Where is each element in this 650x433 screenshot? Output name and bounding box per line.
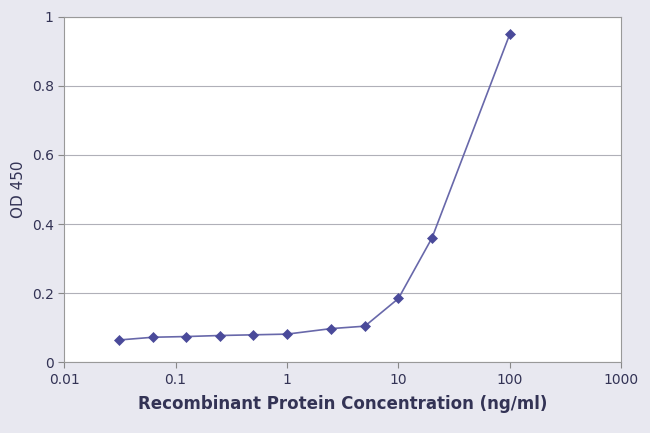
Y-axis label: OD 450: OD 450 — [11, 161, 26, 218]
X-axis label: Recombinant Protein Concentration (ng/ml): Recombinant Protein Concentration (ng/ml… — [138, 395, 547, 413]
